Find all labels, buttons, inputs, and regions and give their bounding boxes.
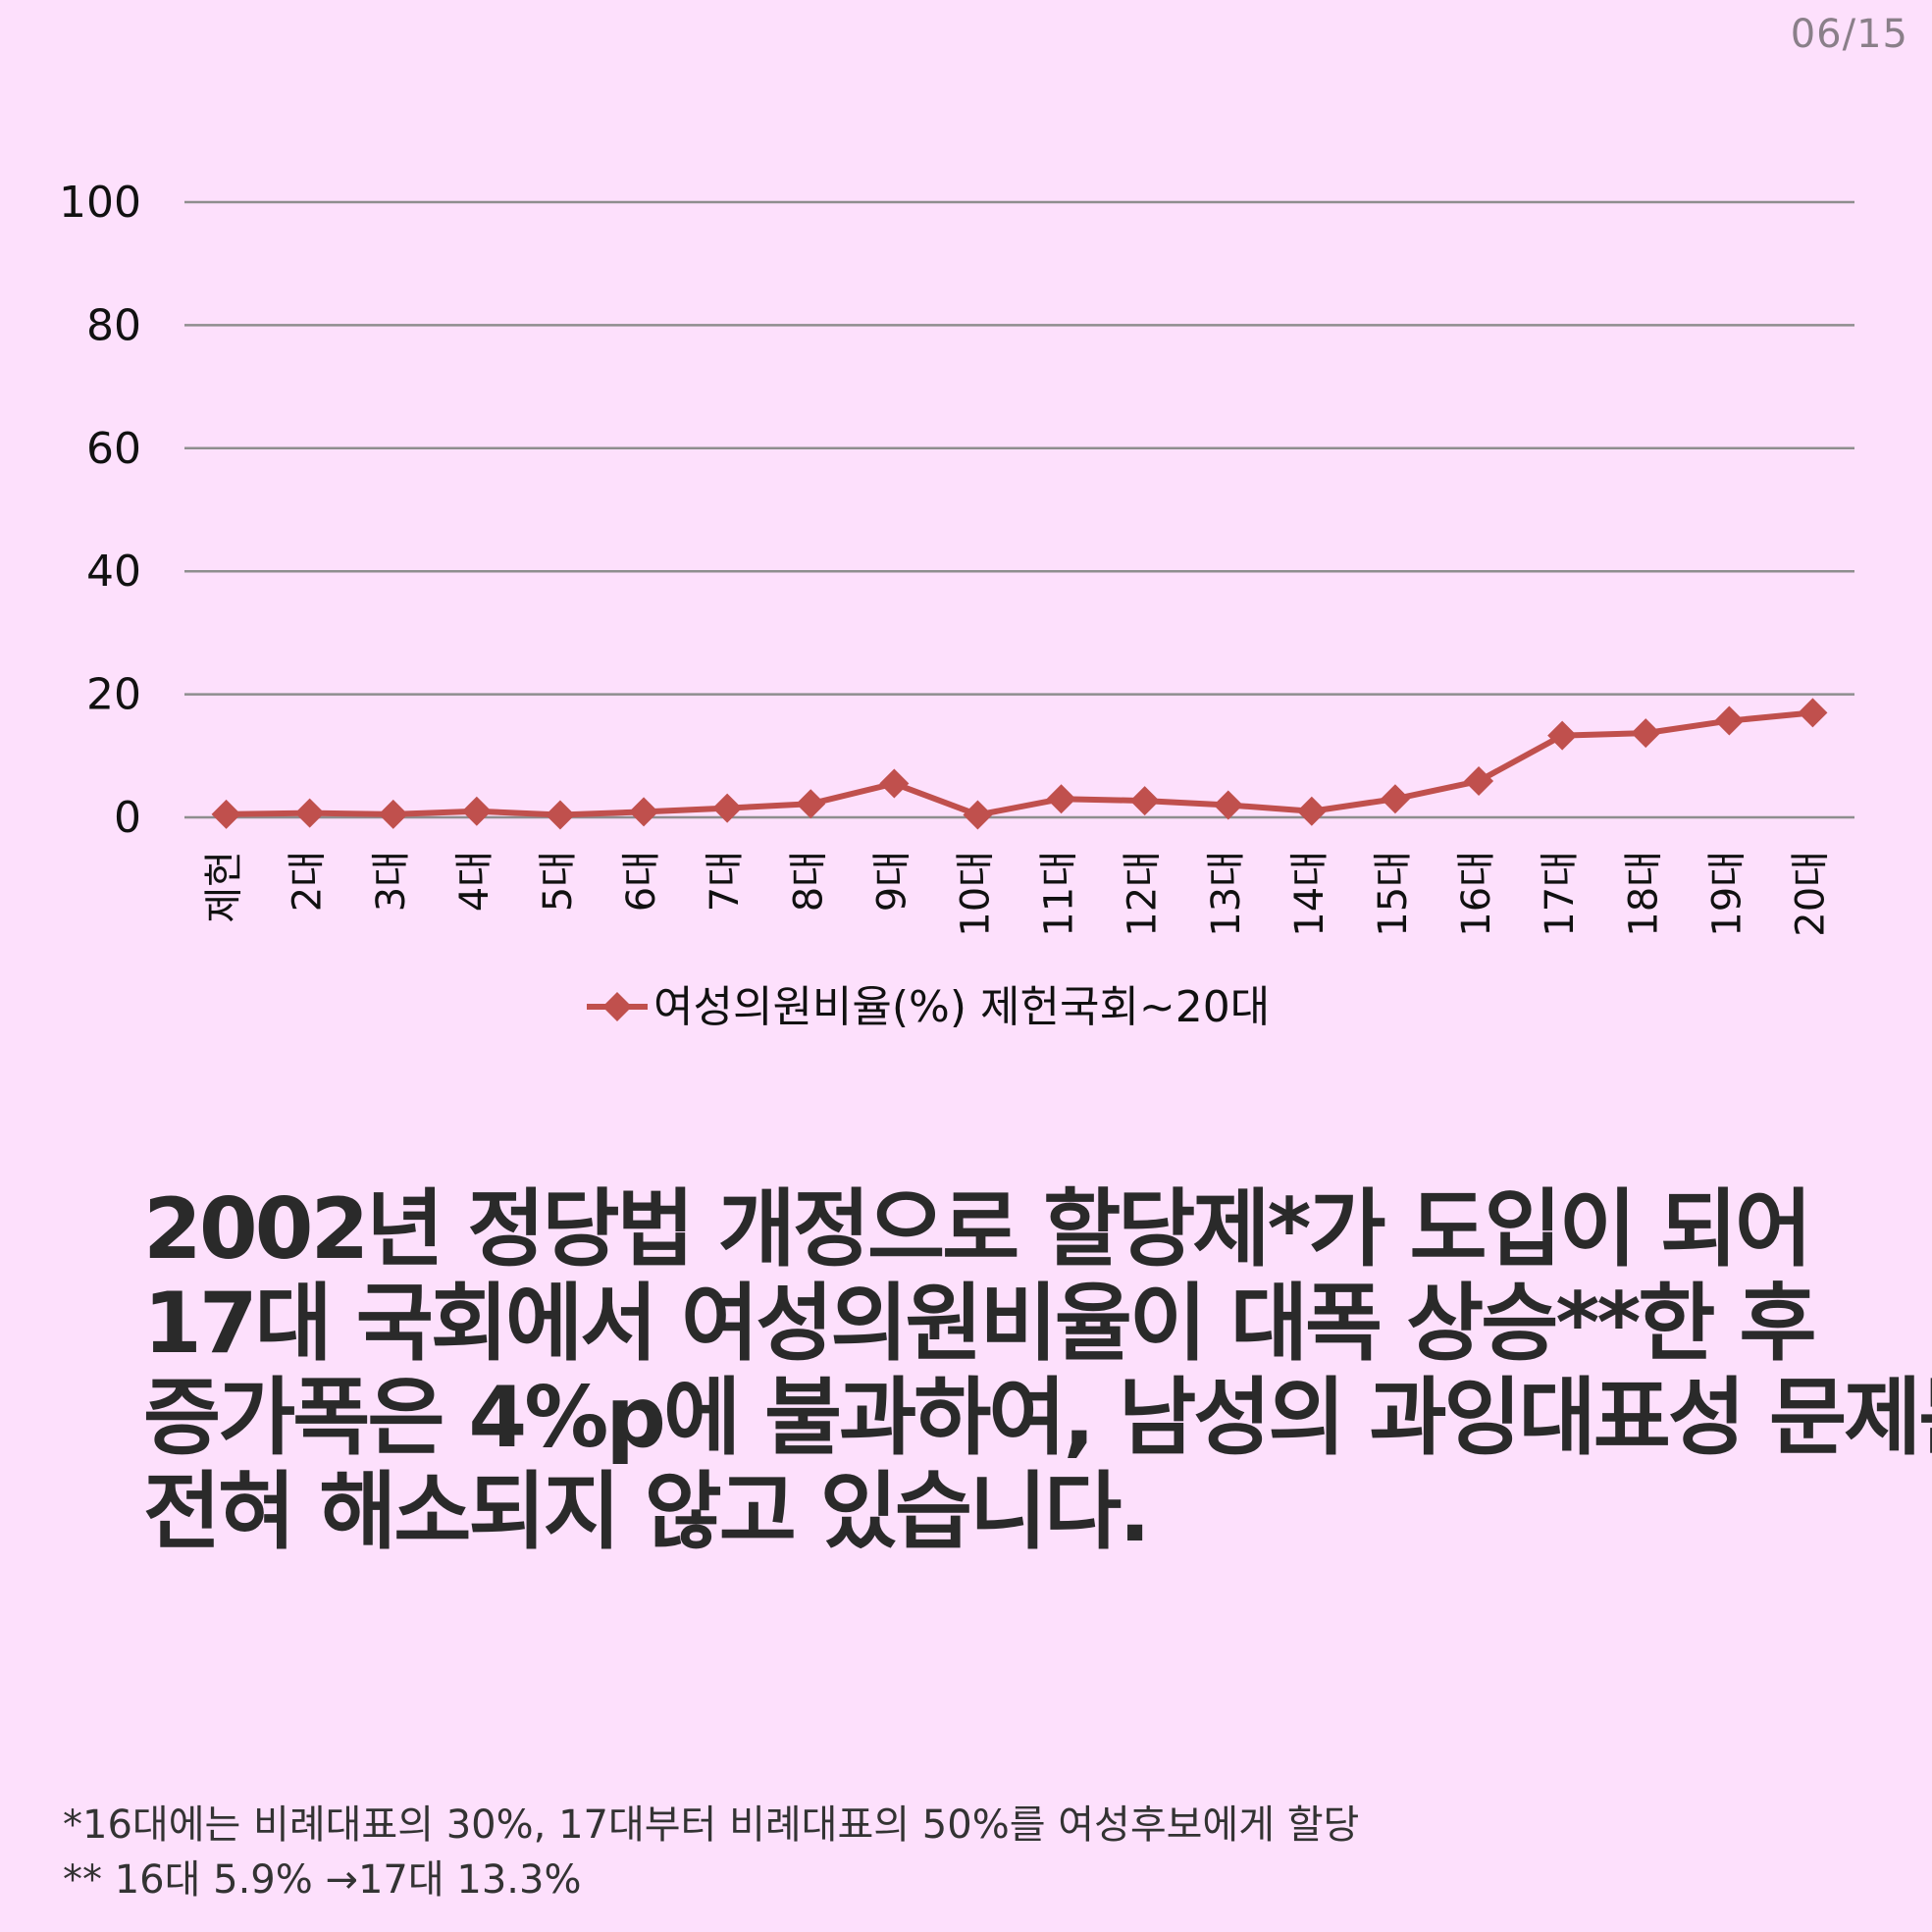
data-point <box>1464 766 1494 797</box>
x-axis-tick-labels: 제헌 2대 3대 4대 5대 6대 7대 8대 9대 10대 11대 12대 13대 14대 15대 16대 1… <box>202 851 1834 937</box>
x-tick-label: 6대 <box>619 851 664 912</box>
x-tick-label: 4대 <box>452 851 497 912</box>
footnotes: *16대에는 비례대표의 30%, 17대부터 비례대표의 50%를 여성후보에… <box>63 1798 1359 1907</box>
line-chart: 0 20 40 60 80 100 제헌 2대 3대 4대 5대 6대 7대 8대 9대 10대 11대 12대… <box>59 178 1854 1032</box>
x-tick-label: 17대 <box>1538 851 1583 937</box>
x-tick-label: 7대 <box>703 851 748 912</box>
y-tick-label: 20 <box>86 670 141 720</box>
legend-label: 여성의원비율(%) 제헌국회~20대 <box>653 982 1270 1032</box>
data-point <box>712 793 743 823</box>
data-point <box>294 798 325 828</box>
y-tick-label: 80 <box>86 300 141 350</box>
data-point <box>1046 784 1076 814</box>
headline-line: 2002년 정당법 개정으로 할당제*가 도입이 되어 <box>143 1180 1812 1279</box>
chart-gridlines <box>184 200 1854 819</box>
x-tick-label: 2대 <box>286 851 331 912</box>
data-point <box>1798 698 1828 728</box>
chart-legend: 여성의원비율(%) 제헌국회~20대 <box>587 982 1270 1032</box>
x-tick-label: 11대 <box>1037 851 1082 937</box>
x-tick-label: 12대 <box>1121 851 1166 937</box>
data-point <box>461 796 492 826</box>
headline-line: 전혀 해소되지 않고 있습니다. <box>143 1463 1151 1561</box>
chart-series <box>211 698 1828 830</box>
y-tick-label: 60 <box>86 424 141 474</box>
x-tick-label: 14대 <box>1287 851 1332 937</box>
x-tick-label: 3대 <box>369 851 414 912</box>
data-point <box>796 789 826 819</box>
data-point <box>545 800 575 830</box>
data-point <box>1714 705 1745 736</box>
x-tick-label: 10대 <box>953 851 998 937</box>
x-tick-label: 16대 <box>1454 851 1499 937</box>
x-tick-label: 13대 <box>1204 851 1249 937</box>
data-point <box>378 799 408 829</box>
data-point <box>1296 796 1327 826</box>
data-point <box>1631 718 1661 749</box>
series-line <box>226 709 1813 818</box>
x-tick-label: 18대 <box>1621 851 1666 937</box>
footnote: ** 16대 5.9% →17대 13.3% <box>63 1857 582 1903</box>
y-axis-tick-labels: 0 20 40 60 80 100 <box>59 178 141 843</box>
data-point <box>1380 784 1410 814</box>
x-tick-label: 제헌 <box>202 851 247 923</box>
data-point <box>1129 786 1160 816</box>
legend-marker <box>602 992 632 1021</box>
data-point <box>963 800 993 830</box>
y-tick-label: 0 <box>114 793 141 843</box>
x-tick-label: 20대 <box>1788 851 1833 937</box>
headline-line: 증가폭은 4%p에 불과하여, 남성의 과잉대표성 문제는 <box>143 1369 1932 1467</box>
y-tick-label: 40 <box>86 547 141 597</box>
data-point <box>211 799 241 829</box>
x-tick-label: 9대 <box>869 851 914 912</box>
headline-line: 17대 국회에서 여성의원비율이 대폭 상승**한 후 <box>143 1275 1817 1373</box>
data-point <box>879 768 910 799</box>
x-tick-label: 19대 <box>1704 851 1749 937</box>
data-point <box>629 797 659 827</box>
footnote: *16대에는 비례대표의 30%, 17대부터 비례대표의 50%를 여성후보에… <box>63 1802 1360 1848</box>
x-tick-label: 15대 <box>1371 851 1416 937</box>
y-tick-label: 100 <box>59 178 141 228</box>
headline: 2002년 정당법 개정으로 할당제*가 도입이 되어 17대 국회에서 여성의… <box>143 1180 1932 1561</box>
page-number: 06/15 <box>1790 12 1908 57</box>
x-tick-label: 5대 <box>536 851 581 912</box>
x-tick-label: 8대 <box>786 851 831 912</box>
data-point <box>1547 720 1578 751</box>
data-point <box>1213 790 1243 820</box>
